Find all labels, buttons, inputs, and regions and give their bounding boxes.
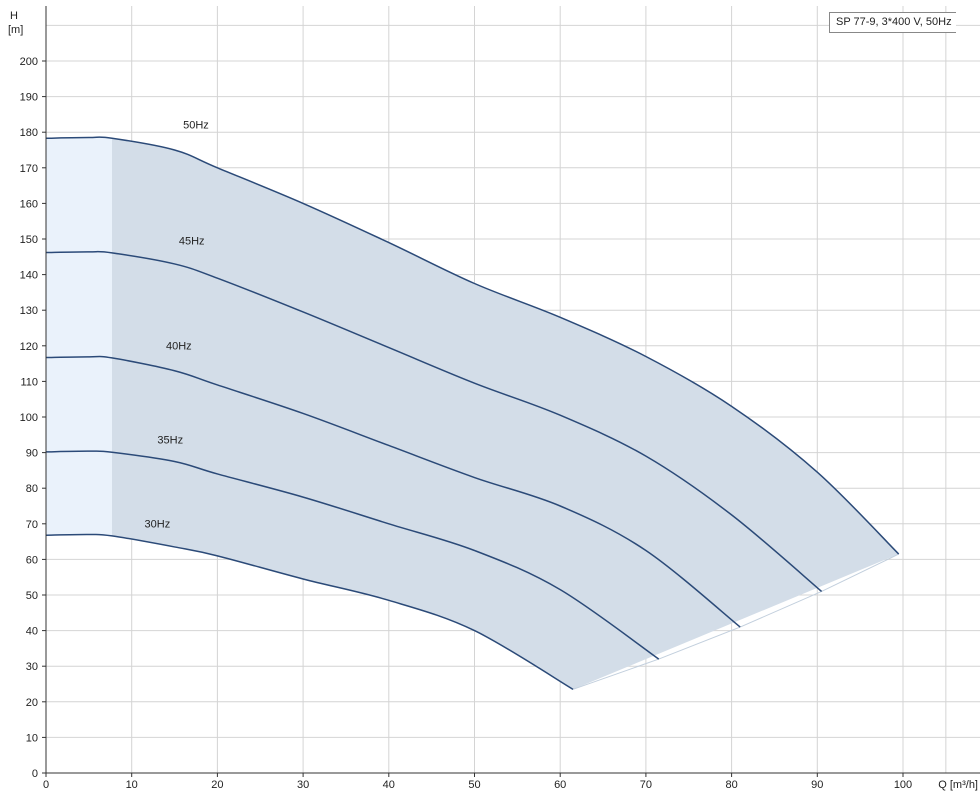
axes: 0102030405060708090100110120130140150160…	[8, 6, 980, 791]
curve-40Hz	[45, 355, 741, 628]
y-tick-label: 40	[26, 626, 38, 638]
y-tick-label: 50	[26, 590, 38, 602]
curve-35Hz	[45, 450, 660, 660]
y-tick-label: 100	[20, 412, 38, 424]
x-tick-label: 60	[554, 779, 566, 791]
chart-title-legend: SP 77-9, 3*400 V, 50Hz	[829, 12, 956, 33]
x-tick-label: 90	[811, 779, 823, 791]
x-tick-label: 70	[640, 779, 652, 791]
curve-50Hz	[45, 136, 900, 555]
curve-30Hz	[45, 533, 574, 690]
x-tick-label: 100	[894, 779, 912, 791]
x-axis-label: Q [m³/h]	[938, 779, 978, 791]
y-tick-label: 10	[26, 732, 38, 744]
curve-45Hz	[45, 250, 823, 593]
y-tick-label: 160	[20, 198, 38, 210]
y-tick-label: 60	[26, 554, 38, 566]
series-label-50Hz: 50Hz	[183, 120, 209, 132]
series-labels: 50Hz 45Hz 40Hz 35Hz 30Hz	[145, 120, 209, 531]
x-tick-label: 20	[211, 779, 223, 791]
y-tick-label: 110	[20, 376, 38, 388]
x-tick-label: 30	[297, 779, 309, 791]
y-tick-label: 130	[20, 305, 38, 317]
shaded-region	[111, 137, 899, 690]
y-tick-label: 120	[20, 341, 38, 353]
y-tick-label: 140	[20, 270, 38, 282]
y-axis-unit: [m]	[8, 24, 23, 36]
y-tick-label: 30	[26, 661, 38, 673]
y-tick-label: 200	[20, 56, 38, 68]
series-label-45Hz: 45Hz	[179, 235, 205, 247]
y-tick-label: 150	[20, 234, 38, 246]
x-tick-label: 0	[43, 779, 49, 791]
y-axis-label: H	[10, 10, 18, 22]
y-tick-label: 80	[26, 483, 38, 495]
y-tick-label: 70	[26, 519, 38, 531]
x-tick-label: 10	[126, 779, 138, 791]
y-tick-label: 20	[26, 697, 38, 709]
x-tick-label: 50	[468, 779, 480, 791]
curves	[45, 136, 900, 690]
y-tick-label: 180	[20, 127, 38, 139]
series-label-35Hz: 35Hz	[157, 435, 183, 447]
x-tick-label: 80	[725, 779, 737, 791]
x-tick-label: 40	[383, 779, 395, 791]
series-label-40Hz: 40Hz	[166, 340, 192, 352]
series-label-30Hz: 30Hz	[145, 518, 171, 530]
y-tick-label: 170	[20, 163, 38, 175]
y-tick-label: 0	[32, 768, 38, 780]
light-region	[46, 137, 112, 690]
y-tick-label: 90	[26, 448, 38, 460]
y-tick-label: 190	[20, 92, 38, 104]
